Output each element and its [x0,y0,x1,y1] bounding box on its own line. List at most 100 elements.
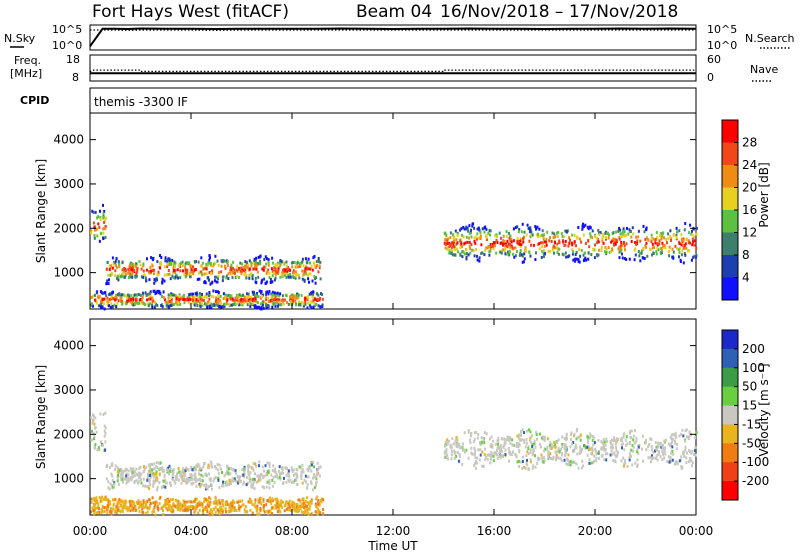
rti-cell [237,481,240,485]
rti-cell [172,302,175,306]
rti-cell [521,460,524,463]
rti-cell [131,269,134,273]
rti-cell [114,261,117,265]
rti-cell [103,291,106,295]
rti-cell [165,481,168,485]
rti-cell [219,508,222,512]
rti-cell [576,436,579,440]
rti-cell [131,271,134,275]
rti-cell [291,503,294,507]
rti-cell [205,267,208,271]
rti-cell [149,290,152,294]
rti-cell [476,254,478,258]
rti-cell [526,463,529,467]
rti-cell [678,434,681,438]
rti-cell [550,446,553,450]
rti-cell [259,478,261,482]
rti-cell [208,261,210,265]
rti-cell [312,473,315,477]
rti-cell [263,510,266,514]
rti-cell [126,468,129,472]
rti-cell [450,248,453,252]
rti-cell [495,251,498,255]
rti-cell [168,507,171,511]
rti-cell [319,277,322,281]
rti-cell [127,267,130,271]
rti-cell [92,221,95,225]
rti-cell [285,500,288,504]
rti-cell [669,444,671,448]
rti-cell [624,438,627,442]
rti-cell [103,307,106,311]
rti-cell [251,274,254,278]
rti-cell [243,465,246,469]
rti-cell [629,431,631,435]
rti-cell [659,442,662,445]
rti-cell [94,443,97,447]
rti-cell [488,250,491,254]
rti-cell [489,461,492,465]
rti-cell [473,254,476,258]
rti-cell [518,242,521,246]
rti-cell [149,476,152,480]
rti-cell [312,293,315,297]
rti-cell [463,252,466,256]
rti-cell [534,258,537,261]
rti-cell [638,443,641,447]
rti-cell [582,233,585,237]
rti-cell [285,480,288,484]
rti-cell [305,480,308,484]
rti-cell [264,265,267,269]
rti-cell [277,293,280,297]
rti-cell [227,471,230,475]
rti-cell [265,262,268,266]
colorbar-tick-label: -15 [742,417,762,431]
rti-cell [668,245,671,249]
rti-cell [664,446,667,450]
rti-cell [301,257,304,261]
rti-cell [207,463,210,467]
rti-cell [458,459,460,463]
rti-cell [577,258,580,262]
rti-cell [539,234,542,238]
rti-cell [152,484,155,488]
rti-cell [126,509,129,513]
rti-cell [152,472,155,476]
rti-cell [144,303,147,306]
rti-cell [540,436,543,440]
rti-cell [194,268,197,271]
rti-cell [469,441,472,445]
rti-cell [314,510,317,514]
rti-cell [683,455,686,458]
rti-cell [149,462,152,466]
rti-cell [536,456,539,460]
rti-cell [527,445,530,449]
rti-cell [555,453,558,457]
rti-cell [314,297,317,301]
rti-cell [102,497,105,501]
rti-cell [240,301,243,305]
rti-cell [191,477,194,481]
rti-cell [194,509,197,513]
freq-left-label-line1: Freq. [14,54,41,67]
rti-cell [219,294,222,298]
rti-cell [217,499,220,503]
rti-cell [189,505,192,509]
rti-cell [274,296,277,300]
rti-cell [554,457,557,461]
rti-cell [464,241,467,245]
rti-cell [604,246,607,250]
rti-cell [532,451,535,455]
rti-cell [206,507,209,511]
rti-cell [626,465,629,468]
rti-cell [614,442,617,446]
rti-cell [560,232,563,236]
rti-cell [495,238,498,242]
rti-cell [681,240,684,244]
rti-cell [490,454,493,458]
rti-cell [671,440,673,444]
rti-cell [544,436,546,439]
rti-cell [535,251,537,255]
rti-cell [99,304,102,308]
